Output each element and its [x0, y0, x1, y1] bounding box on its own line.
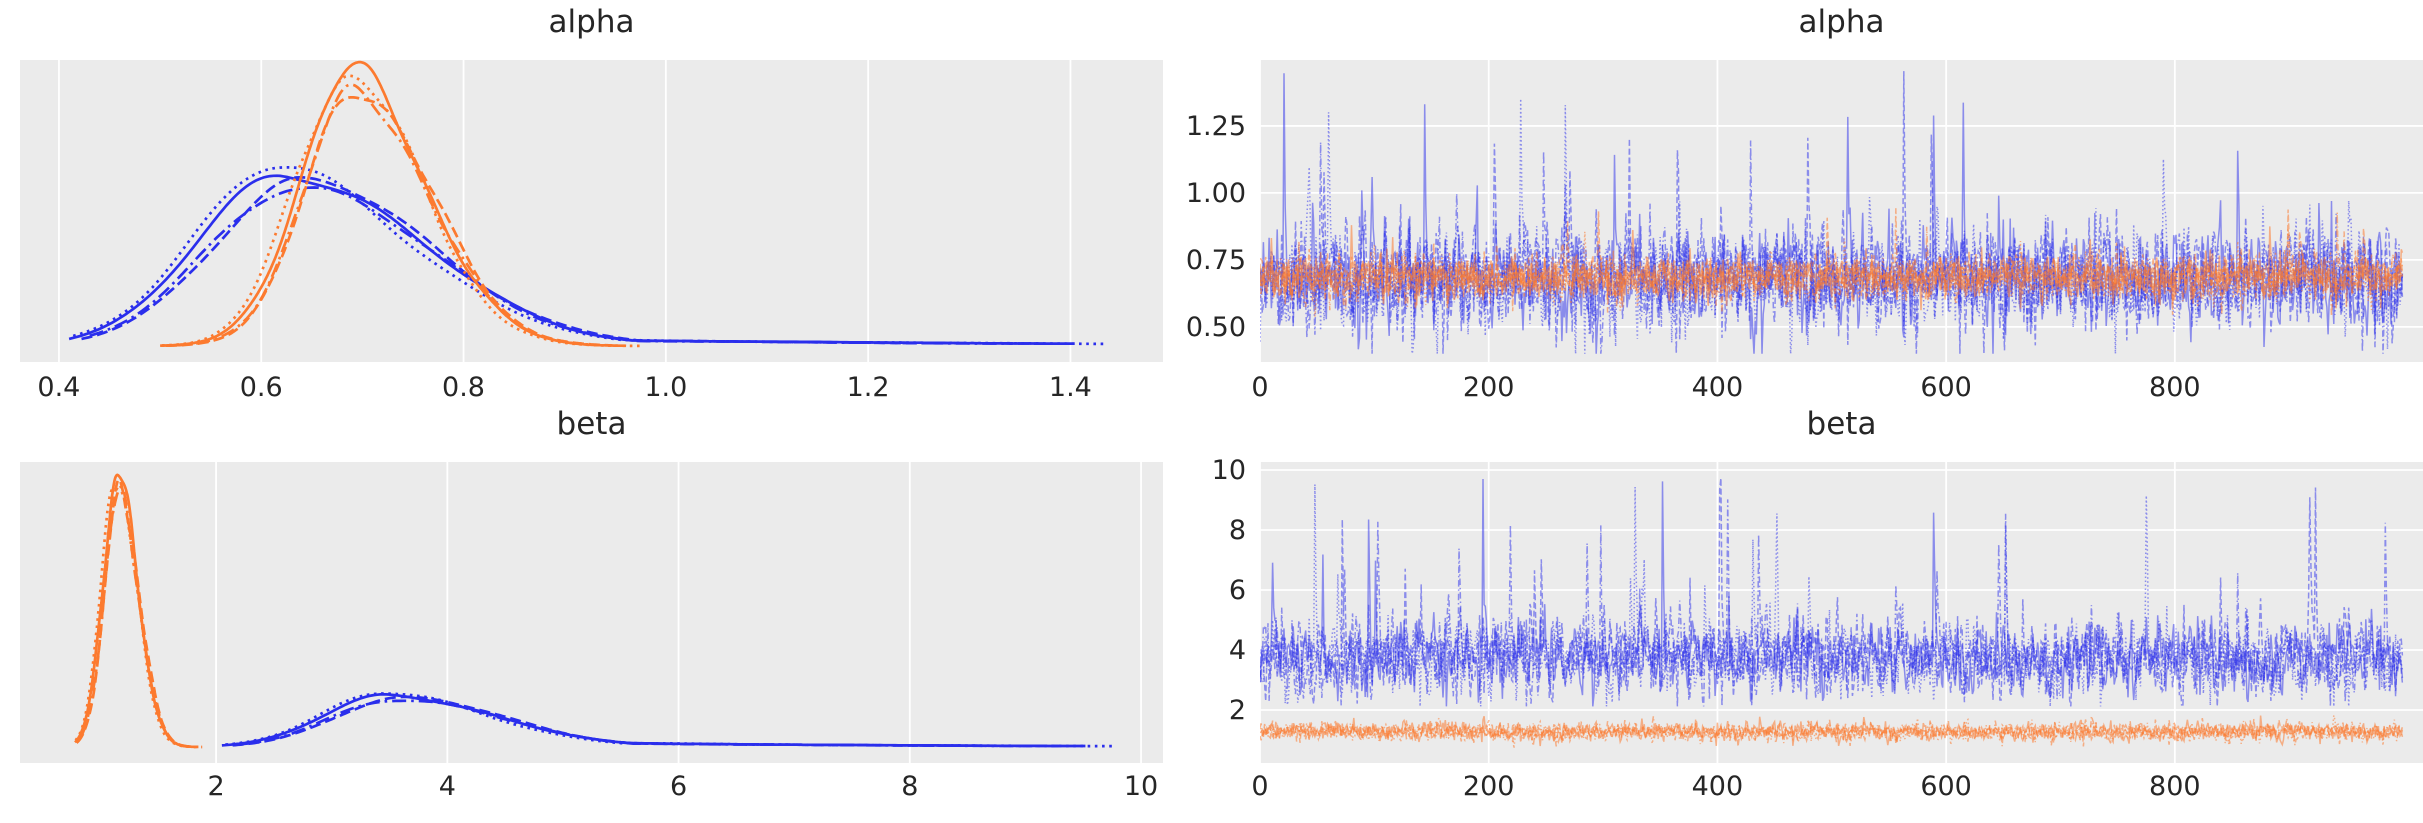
- y-tick-label: 0.50: [1186, 312, 1246, 343]
- x-tick-label: 1.4: [1049, 372, 1092, 403]
- alpha-trace-orange-chain-2: [1260, 228, 2404, 317]
- y-tick-label: 6: [1229, 575, 1246, 606]
- x-tick-label: 0: [1251, 372, 1268, 403]
- beta-trace-blue-chain-1: [1260, 478, 2404, 707]
- beta-trace-blue-chain-0: [1260, 478, 2404, 707]
- x-tick-label: 0.8: [442, 372, 485, 403]
- alpha-trace-orange-chain-1: [1260, 209, 2404, 315]
- x-tick-label: 200: [1463, 372, 1515, 403]
- y-tick-label: 8: [1229, 515, 1246, 546]
- y-tick-label: 2: [1229, 695, 1246, 726]
- subplot-title-beta-posterior: beta: [556, 406, 627, 442]
- y-tick-label: 0.75: [1186, 245, 1246, 276]
- axes-background: [1260, 462, 2423, 763]
- x-tick-label: 600: [1920, 771, 1972, 802]
- subplot-title-alpha-trace: alpha: [1798, 4, 1885, 40]
- alpha-trace-curves: [1260, 71, 2404, 354]
- beta-trace-orange-chain-3: [1260, 715, 2404, 747]
- x-tick-label: 8: [901, 771, 918, 802]
- y-tick-label: 1.25: [1186, 111, 1246, 142]
- x-tick-label: 1.2: [847, 372, 890, 403]
- x-tick-label: 400: [1692, 771, 1744, 802]
- beta-posterior-kde-blue-chain-3: [239, 699, 1032, 748]
- beta-trace-curves: [1260, 478, 2404, 749]
- x-tick-label: 6: [670, 771, 687, 802]
- alpha-posterior-kde-curves: [68, 60, 1106, 348]
- x-tick-label: 2: [208, 771, 225, 802]
- alpha-posterior-kde-blue-chain-3: [89, 186, 1013, 345]
- x-tick-label: 200: [1463, 771, 1515, 802]
- beta-trace-orange-chain-1: [1260, 717, 2404, 747]
- beta-posterior-kde-orange-chain-1: [75, 478, 195, 749]
- x-tick-label: 800: [2149, 771, 2201, 802]
- alpha-trace-orange-chain-3: [1260, 208, 2403, 317]
- x-tick-label: 0.6: [240, 372, 283, 403]
- x-tick-label: 600: [1920, 372, 1972, 403]
- y-tick-label: 1.00: [1186, 178, 1246, 209]
- axes-background: [20, 462, 1163, 763]
- x-tick-label: 1.0: [644, 372, 687, 403]
- x-tick-label: 10: [1124, 771, 1158, 802]
- x-tick-label: 400: [1692, 372, 1744, 403]
- axes-background: [20, 60, 1163, 362]
- x-tick-label: 4: [439, 771, 456, 802]
- x-tick-label: 800: [2149, 372, 2201, 403]
- x-tick-label: 0.4: [37, 372, 80, 403]
- beta-trace-blue-chain-3: [1260, 499, 2404, 708]
- subplot-title-alpha-posterior: alpha: [548, 4, 635, 40]
- beta-trace-blue-chain-2: [1260, 484, 2404, 707]
- y-tick-label: 10: [1212, 455, 1246, 486]
- subplot-title-beta-trace: beta: [1806, 406, 1877, 442]
- alpha-posterior-kde-orange-chain-3: [169, 83, 598, 347]
- x-tick-label: 0: [1251, 771, 1268, 802]
- beta-posterior-kde-curves: [74, 473, 1113, 749]
- beta-trace-orange-chain-2: [1260, 715, 2403, 749]
- y-tick-label: 4: [1229, 635, 1246, 666]
